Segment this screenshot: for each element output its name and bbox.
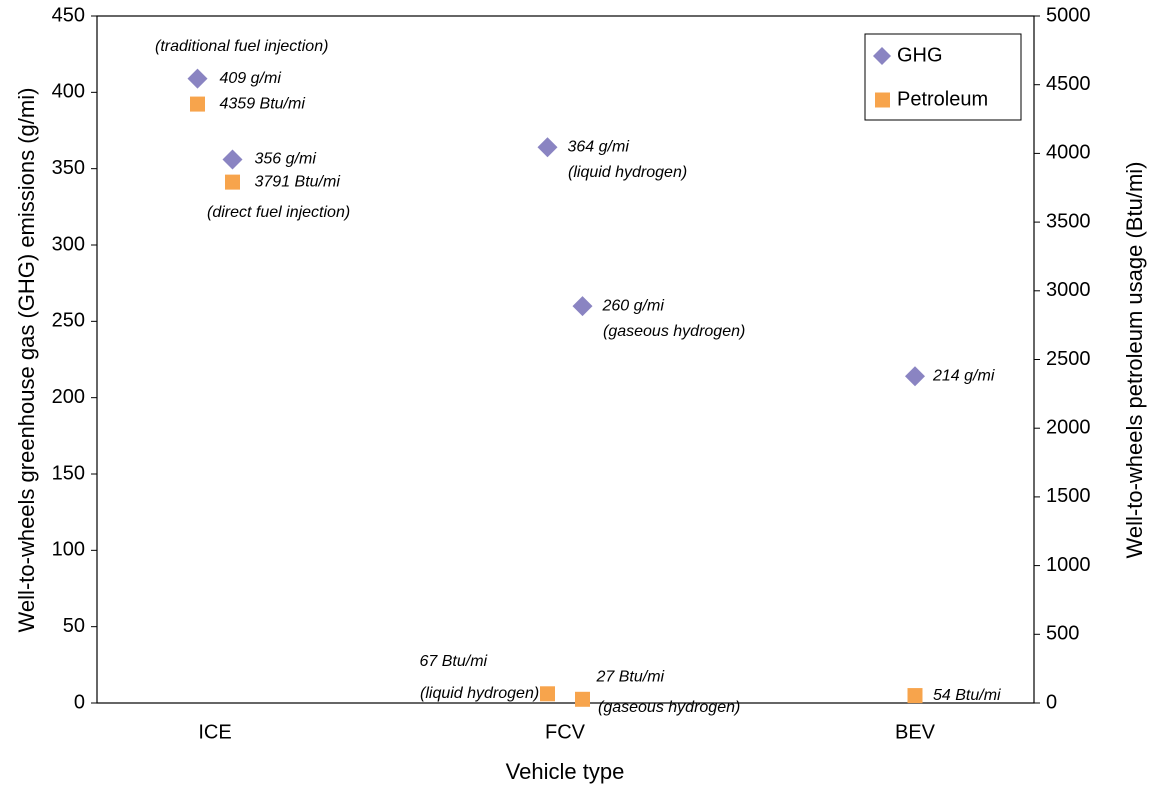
legend-label: Petroleum bbox=[897, 88, 988, 110]
data-label: 3791 Btu/mi bbox=[255, 173, 341, 190]
y2-tick-label: 4000 bbox=[1046, 142, 1091, 164]
y-tick-label: 450 bbox=[52, 4, 85, 26]
data-label: 356 g/mi bbox=[255, 151, 317, 168]
data-label: 214 g/mi bbox=[932, 368, 995, 385]
annotation: (gaseous hydrogen) bbox=[603, 323, 745, 340]
x-tick-label: BEV bbox=[895, 721, 936, 743]
data-point bbox=[537, 137, 558, 158]
y-tick-label: 0 bbox=[74, 691, 85, 713]
y2-tick-label: 2500 bbox=[1046, 348, 1091, 370]
data-point bbox=[575, 691, 590, 707]
x-tick-label: ICE bbox=[198, 721, 231, 743]
y2-tick-label: 500 bbox=[1046, 623, 1079, 645]
y2-tick-label: 0 bbox=[1046, 691, 1057, 713]
legend-marker bbox=[873, 47, 891, 65]
annotation: (liquid hydrogen) bbox=[568, 164, 687, 181]
data-point bbox=[905, 366, 925, 387]
y-tick-label: 350 bbox=[52, 157, 85, 179]
data-point bbox=[187, 68, 208, 89]
data-label: 260 g/mi bbox=[602, 297, 665, 314]
data-point bbox=[572, 296, 593, 317]
y-axis-label: Well-to-wheels greenhouse gas (GHG) emis… bbox=[14, 88, 39, 633]
y-tick-label: 200 bbox=[52, 386, 85, 408]
data-point bbox=[225, 174, 240, 190]
y2-tick-label: 2000 bbox=[1046, 416, 1091, 438]
data-label: 364 g/mi bbox=[568, 139, 630, 156]
y-tick-label: 250 bbox=[52, 310, 85, 332]
y2-tick-label: 3500 bbox=[1046, 210, 1091, 232]
data-label: 67 Btu/mi bbox=[420, 653, 488, 670]
annotation: (direct fuel injection) bbox=[207, 204, 350, 221]
data-point bbox=[540, 686, 555, 702]
y2-tick-label: 1500 bbox=[1046, 485, 1091, 507]
y-tick-label: 300 bbox=[52, 233, 85, 255]
y-tick-label: 150 bbox=[52, 462, 85, 484]
y-tick-label: 400 bbox=[52, 81, 85, 103]
legend-box bbox=[864, 33, 1022, 121]
annotation: (liquid hydrogen) bbox=[420, 685, 539, 702]
data-label: 4359 Btu/mi bbox=[220, 95, 306, 112]
data-label: 27 Btu/mi bbox=[596, 669, 665, 686]
data-label: 54 Btu/mi bbox=[933, 687, 1001, 704]
data-label: 409 g/mi bbox=[220, 70, 282, 87]
annotation: (gaseous hydrogen) bbox=[598, 699, 740, 716]
y2-tick-label: 3000 bbox=[1046, 279, 1091, 301]
legend-label: GHG bbox=[897, 44, 943, 66]
y2-tick-label: 4500 bbox=[1046, 73, 1091, 95]
y-tick-label: 100 bbox=[52, 539, 85, 561]
y2-tick-label: 5000 bbox=[1046, 4, 1091, 26]
x-axis-label: Vehicle type bbox=[506, 759, 625, 784]
legend-marker bbox=[875, 92, 890, 108]
y2-axis-label: Well-to-wheels petroleum usage (Btu/mi) bbox=[1122, 162, 1147, 559]
y2-tick-label: 1000 bbox=[1046, 554, 1091, 576]
data-point bbox=[190, 96, 205, 112]
data-point bbox=[907, 688, 923, 704]
x-tick-label: FCV bbox=[545, 721, 586, 743]
data-point bbox=[222, 149, 243, 170]
annotation: (traditional fuel injection) bbox=[155, 38, 328, 55]
y-tick-label: 50 bbox=[63, 615, 85, 637]
